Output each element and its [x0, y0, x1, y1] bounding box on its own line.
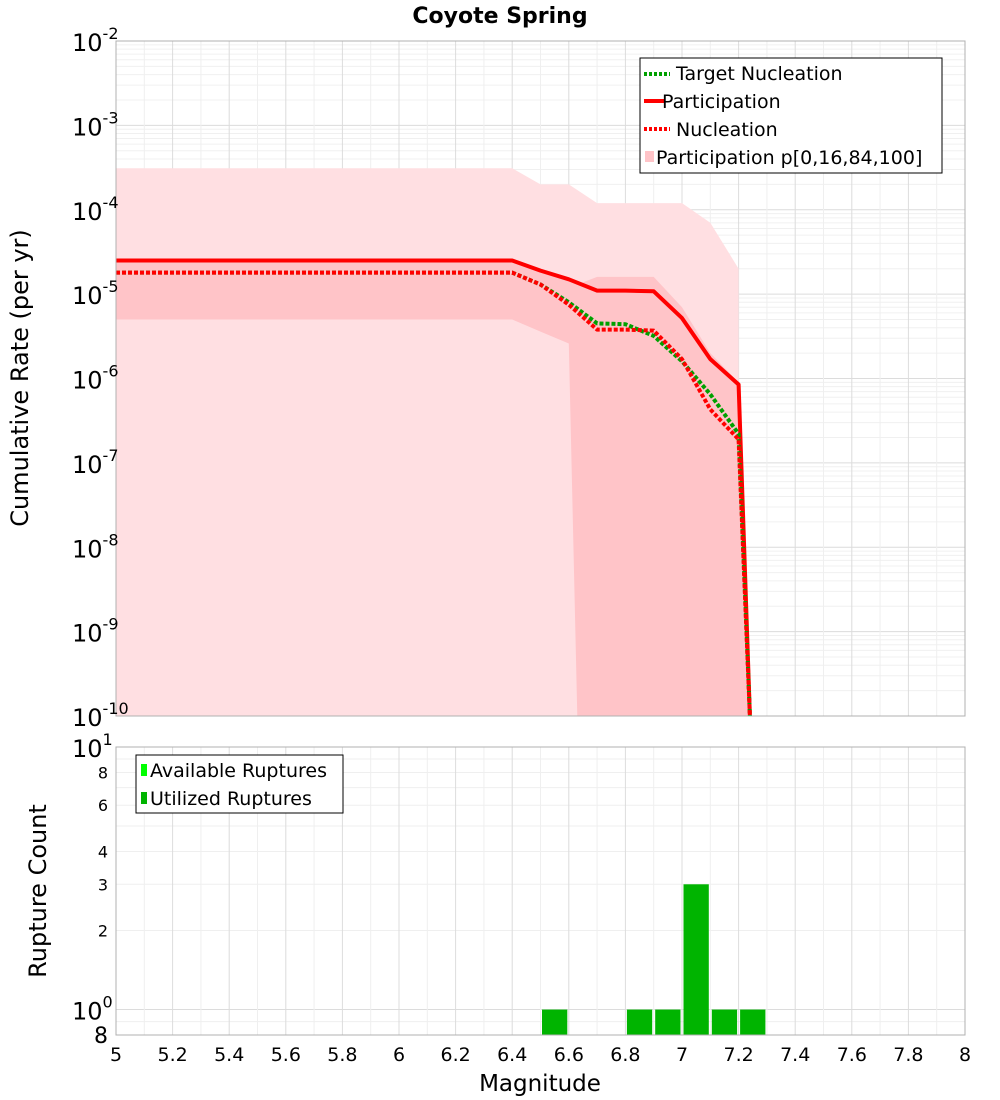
x-tick-label: 7.8 — [893, 1044, 923, 1066]
top-y-tick-label: 10-10 — [72, 699, 129, 732]
bottom-y-tick-label-major: 101 — [72, 730, 113, 763]
legend-swatch-utilized-ruptures — [141, 792, 147, 804]
x-tick-label: 6 — [393, 1044, 405, 1066]
top-bands — [116, 168, 750, 717]
top-lines — [116, 258, 752, 717]
legend-label-participation: Participation — [662, 91, 781, 113]
x-tick-label: 7.4 — [780, 1044, 810, 1066]
x-tick-label: 6.4 — [497, 1044, 527, 1066]
top-y-tick-label: 10-5 — [72, 277, 119, 310]
band-participation-p16-84 — [116, 260, 750, 716]
bottom-y-tick-label-minor: 8 — [98, 763, 108, 782]
bottom-y-tick-label-minor: 4 — [98, 842, 108, 861]
x-tick-label: 7.6 — [837, 1044, 867, 1066]
bar-utilized-ruptures — [542, 1009, 568, 1035]
x-tick-label: 5 — [110, 1044, 122, 1066]
x-tick-label: 5.6 — [271, 1044, 301, 1066]
top-y-ticks: 10-2 10-3 10-4 10-5 10-6 10-7 10-8 10-9 10-10 — [72, 24, 129, 732]
top-plot: 10-2 10-3 10-4 10-5 10-6 10-7 10-8 10-9 10-10 Cu… — [6, 24, 966, 732]
x-tick-label: 5.8 — [327, 1044, 357, 1066]
x-tick-label: 6.2 — [440, 1044, 470, 1066]
legend-label-participation-band: Participation p[0,16,84,100] — [656, 147, 922, 169]
x-tick-label: 7.2 — [723, 1044, 753, 1066]
bar-utilized-ruptures — [711, 1009, 738, 1035]
bar-utilized-ruptures — [740, 1009, 766, 1035]
bottom-y-tick-label-minor: 2 — [98, 922, 108, 941]
top-y-tick-label: 10-7 — [72, 446, 119, 479]
top-y-axis-label: Cumulative Rate (per yr) — [6, 229, 34, 527]
legend-label-target-nucleation: Target Nucleation — [675, 63, 843, 85]
x-ticks: 5 5.2 5.4 5.6 5.8 6 6.2 6.4 6.6 6.8 7 7.2 7.4 7.6 7.8 8 — [110, 1044, 971, 1066]
bottom-y-axis-label: Rupture Count — [24, 804, 52, 978]
top-y-tick-label: 10-4 — [72, 193, 119, 226]
bottom-plot-frame — [115, 746, 966, 1036]
bar-utilized-ruptures — [655, 1009, 681, 1035]
legend-swatch-participation-band — [645, 151, 654, 162]
chart-title: Coyote Spring — [412, 4, 587, 29]
x-tick-label: 5.4 — [214, 1044, 244, 1066]
x-tick-label: 6.6 — [554, 1044, 584, 1066]
series-line-nucleation — [116, 270, 752, 717]
bottom-legend: Available Ruptures Utilized Ruptures — [135, 754, 344, 814]
bottom-legend-box — [135, 754, 344, 814]
top-y-tick-label: 10-9 — [72, 615, 119, 648]
bottom-y-tick-label-minor: 3 — [98, 875, 108, 894]
top-y-tick-label: 10-6 — [72, 362, 119, 395]
top-legend: Target Nucleation Participation Nucleati… — [639, 57, 943, 174]
legend-swatch-available-ruptures — [141, 764, 147, 776]
x-tick-label: 8 — [959, 1044, 971, 1066]
series-line-participation — [116, 258, 752, 717]
bar-utilized-ruptures — [683, 884, 709, 1035]
top-plot-frame — [115, 40, 966, 717]
x-tick-label: 7 — [676, 1044, 688, 1066]
top-y-tick-label: 10-3 — [72, 108, 119, 141]
x-axis-label: Magnitude — [479, 1071, 601, 1097]
legend-label-utilized-ruptures: Utilized Ruptures — [150, 788, 312, 810]
bottom-y-tick-label-major: 100 — [72, 993, 113, 1026]
bottom-bars — [542, 884, 766, 1035]
legend-label-available-ruptures: Available Ruptures — [150, 760, 327, 782]
bar-utilized-ruptures — [626, 1009, 653, 1035]
top-legend-box — [639, 57, 943, 174]
bottom-y-tick-label-minor: 6 — [98, 796, 108, 815]
x-tick-label: 5.2 — [157, 1044, 187, 1066]
bottom-y-tick-label-minor: 8 — [94, 1024, 108, 1049]
legend-label-nucleation: Nucleation — [676, 119, 778, 141]
top-y-tick-label: 10-2 — [72, 24, 119, 57]
x-tick-label: 6.8 — [610, 1044, 640, 1066]
top-y-tick-label: 10-8 — [72, 530, 119, 563]
